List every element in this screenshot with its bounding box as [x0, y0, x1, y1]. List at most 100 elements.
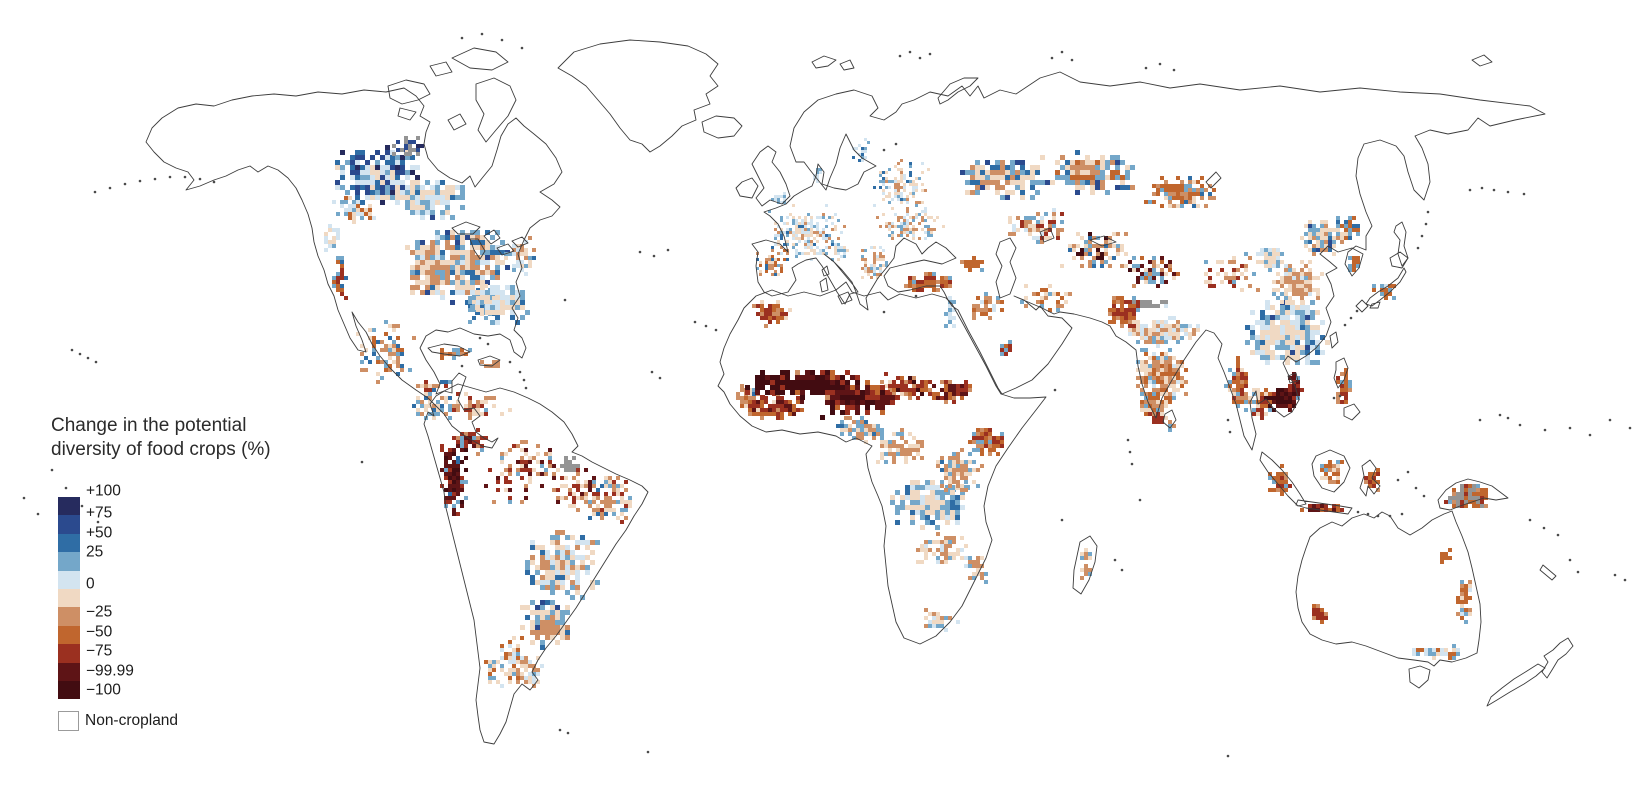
coast-iceland [701, 115, 743, 139]
island-dot [1400, 512, 1404, 516]
island-dot [50, 468, 54, 472]
island-dot [658, 376, 662, 380]
island-dot [1498, 413, 1502, 417]
arctic-islands-eurasia [811, 54, 1493, 105]
crop-diversity-data-layer [324, 136, 1488, 688]
island-dot [1070, 58, 1074, 62]
island-dot [650, 370, 654, 374]
island-dot [460, 364, 464, 368]
island-dot [520, 46, 524, 50]
island-dot [1226, 418, 1230, 422]
island-dot [882, 310, 886, 314]
island-dot [524, 386, 528, 390]
island-dot [486, 342, 490, 346]
coast-tasmania [1408, 665, 1431, 689]
island-dot [1343, 323, 1347, 327]
island-dot [1420, 234, 1424, 238]
island-dot [1138, 498, 1142, 502]
coast-sri-lanka [1162, 409, 1177, 429]
island-dot [36, 512, 40, 516]
island-dot [1506, 416, 1510, 420]
coast-med-islands [819, 265, 853, 305]
island-dot [666, 248, 670, 252]
island-dot [1356, 510, 1360, 514]
island-dot [1480, 186, 1484, 190]
coast-new-zealand [1486, 637, 1574, 707]
island-dot [638, 250, 642, 254]
island-dot [894, 142, 898, 146]
island-dot [138, 179, 142, 183]
island-dot [1060, 518, 1064, 522]
island-dot [908, 50, 912, 54]
island-dot [198, 177, 202, 181]
island-dot [500, 38, 504, 42]
island-dot [1576, 570, 1580, 574]
island-dot [153, 177, 157, 181]
coast-eurasia [751, 71, 1546, 451]
island-dot [714, 328, 718, 332]
speckle-class-8 [336, 212, 1484, 620]
island-dot [108, 186, 112, 190]
island-dot [86, 356, 90, 360]
island-dot [78, 352, 82, 356]
island-dot [518, 370, 522, 374]
island-dot [168, 175, 172, 179]
island-dot [96, 520, 100, 524]
island-dot [1128, 450, 1132, 454]
island-dot [704, 324, 708, 328]
island-dot [1050, 56, 1054, 60]
island-dot [1366, 512, 1370, 516]
island-dot [652, 254, 656, 258]
coast-indonesia [1259, 449, 1381, 515]
coast-taiwan-hainan [1287, 331, 1339, 384]
island-dot [1628, 426, 1632, 430]
island-dot [1468, 188, 1472, 192]
coast-greenland [557, 39, 719, 153]
island-dot [1623, 578, 1627, 582]
island-dot [1332, 396, 1336, 400]
inland-seas [995, 171, 1222, 299]
island-dot [1349, 316, 1353, 320]
island-dot [478, 336, 482, 340]
coastline-layer [145, 39, 1574, 745]
island-dot [1226, 754, 1230, 758]
island-dot [183, 175, 187, 179]
coast-south-america [423, 383, 649, 745]
island-dot [566, 731, 570, 735]
island-dot [1492, 188, 1496, 192]
island-dot [1414, 486, 1418, 490]
island-dot [928, 52, 932, 56]
island-dot [1568, 558, 1572, 562]
coast-africa [717, 281, 1047, 645]
island-dot [60, 536, 64, 540]
island-dot [1338, 394, 1342, 398]
island-dot [693, 320, 697, 324]
island-dot [1228, 430, 1232, 434]
island-dot [1528, 518, 1532, 522]
island-dot [1422, 494, 1426, 498]
island-dot [1588, 433, 1592, 437]
coast-caribbean [427, 343, 501, 367]
island-dot [1376, 514, 1380, 518]
island-dot [1426, 210, 1430, 214]
island-dot [1396, 478, 1400, 482]
coast-madagascar [1072, 535, 1098, 595]
coast-japan [1355, 251, 1409, 313]
island-dot [558, 728, 562, 732]
island-dot [1144, 66, 1148, 70]
island-dot [123, 182, 127, 186]
island-dot [1060, 50, 1064, 54]
great-lakes [451, 221, 529, 260]
small-islands-layer [22, 32, 1632, 758]
island-dot [1126, 438, 1130, 442]
island-dot [646, 750, 650, 754]
island-dot [212, 180, 216, 184]
island-dot [480, 32, 484, 36]
island-dot [1416, 246, 1420, 250]
island-dot [563, 298, 567, 302]
coast-new-caledonia [1539, 564, 1557, 581]
island-dot [1543, 428, 1547, 432]
island-dot [360, 460, 364, 464]
